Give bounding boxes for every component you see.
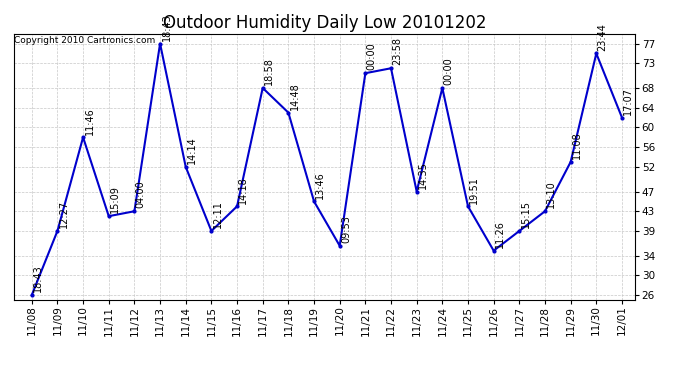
Text: 18:43: 18:43	[161, 13, 171, 41]
Text: 09:53: 09:53	[341, 215, 351, 243]
Text: 00:00: 00:00	[444, 57, 454, 85]
Text: 14:35: 14:35	[418, 161, 428, 189]
Text: 15:09: 15:09	[110, 186, 120, 213]
Text: 14:14: 14:14	[187, 136, 197, 164]
Text: 11:46: 11:46	[84, 107, 95, 135]
Text: 12:11: 12:11	[213, 200, 223, 228]
Title: Outdoor Humidity Daily Low 20101202: Outdoor Humidity Daily Low 20101202	[163, 14, 486, 32]
Text: 04:00: 04:00	[136, 181, 146, 209]
Text: 23:44: 23:44	[598, 23, 608, 51]
Text: 12:27: 12:27	[59, 200, 69, 228]
Text: 18:43: 18:43	[33, 264, 43, 292]
Text: 13:10: 13:10	[546, 181, 556, 209]
Text: 23:58: 23:58	[393, 38, 402, 66]
Text: Copyright 2010 Cartronics.com: Copyright 2010 Cartronics.com	[14, 36, 156, 45]
Text: 19:51: 19:51	[469, 176, 480, 204]
Text: 17:07: 17:07	[623, 87, 633, 115]
Text: 14:18: 14:18	[239, 176, 248, 204]
Text: 11:08: 11:08	[572, 131, 582, 159]
Text: 00:00: 00:00	[367, 43, 377, 70]
Text: 13:46: 13:46	[315, 171, 326, 199]
Text: 18:58: 18:58	[264, 57, 274, 85]
Text: 11:26: 11:26	[495, 220, 505, 248]
Text: 15:15: 15:15	[521, 200, 531, 228]
Text: 14:48: 14:48	[290, 82, 299, 110]
